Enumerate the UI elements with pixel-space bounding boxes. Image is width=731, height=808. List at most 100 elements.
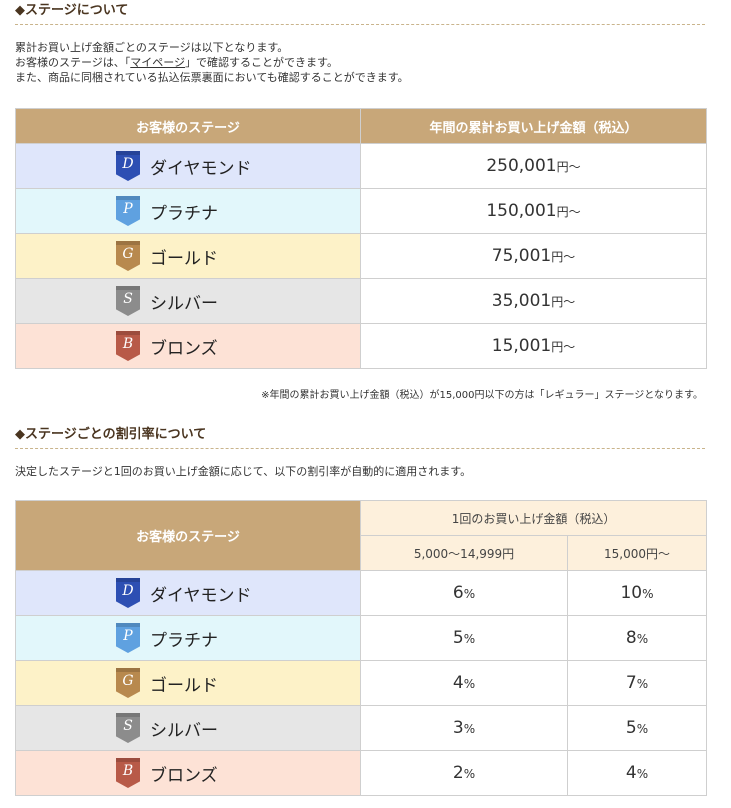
stage-cell-platinum: P プラチナ [15, 615, 361, 661]
amount-col-header: 年間の累計お買い上げ金額（税込） [360, 108, 707, 144]
percent-unit: % [642, 587, 654, 601]
percent-unit: % [463, 632, 476, 646]
percent-unit: % [463, 722, 476, 736]
table-row: B ブロンズ 2% 4% [15, 750, 708, 796]
stage-name: ゴールド [150, 675, 218, 696]
amount-cell: 75,001円～ [360, 233, 707, 279]
amount-unit: 円～ [551, 340, 576, 354]
amount-value: 75,001 [491, 246, 552, 266]
amount-group-header: 1回のお買い上げ金額（税込） [359, 500, 708, 536]
percent-unit: % [636, 677, 649, 691]
mypage-link[interactable]: マイページ [130, 56, 186, 69]
stage-name: ダイヤモンド [150, 585, 252, 606]
percent-unit: % [636, 767, 649, 781]
desc-line-2: お客様のステージは、「マイページ」で確認することができます。 [15, 55, 409, 70]
stage-name: プラチナ [150, 630, 218, 651]
percent-unit: % [463, 587, 476, 601]
percent-unit: % [636, 632, 649, 646]
stage-name: シルバー [150, 293, 218, 314]
amount-value: 250,001 [486, 156, 557, 176]
silver-badge-icon: S [116, 286, 140, 316]
stage-cell-diamond: D ダイヤモンド [15, 143, 361, 189]
percent-unit: % [636, 722, 649, 736]
table-row: G ゴールド 4% 7% [15, 660, 708, 706]
table-row: D ダイヤモンド 6% 10% [15, 570, 708, 616]
rate-cell: 10% [566, 570, 708, 616]
rate-cell: 2% [360, 750, 568, 796]
amount-value: 35,001 [491, 291, 552, 311]
rate-value: 2 [452, 763, 464, 783]
table-row: P プラチナ 5% 8% [15, 615, 708, 661]
rate-value: 6 [452, 583, 464, 603]
amount-unit: 円～ [556, 160, 581, 174]
stage-name: ゴールド [150, 248, 218, 269]
desc-line-1: 累計お買い上げ金額ごとのステージは以下となります。 [15, 41, 289, 54]
amount-range-1-header: 5,000～14,999円 [360, 535, 568, 571]
table-row: S シルバー 35,001円～ [15, 278, 707, 324]
section-title-discount: ◆ステージごとの割引率について [15, 426, 705, 449]
percent-unit: % [463, 767, 476, 781]
stage-name: シルバー [150, 720, 218, 741]
discount-description: 決定したステージと1回のお買い上げ金額に応じて、以下の割引率が自動的に適用されま… [15, 465, 472, 478]
table-row: G ゴールド 75,001円～ [15, 233, 707, 279]
gold-badge-icon: G [116, 241, 140, 271]
platinum-badge-icon: P [116, 623, 140, 653]
amount-unit: 円～ [556, 205, 581, 219]
rate-value: 8 [625, 628, 637, 648]
bronze-badge-icon: B [116, 331, 140, 361]
rate-cell: 7% [566, 660, 708, 706]
stage-col-header: お客様のステージ [15, 108, 361, 144]
stage-table: お客様のステージ 年間の累計お買い上げ金額（税込） D ダイヤモンド 250,00… [15, 108, 707, 369]
rate-value: 7 [625, 673, 637, 693]
desc-line-2-post: 」で確認することができます。 [185, 56, 338, 69]
rate-cell: 5% [360, 615, 568, 661]
stage-cell-silver: S シルバー [15, 278, 361, 324]
bronze-badge-icon: B [116, 758, 140, 788]
rate-cell: 6% [360, 570, 568, 616]
stage-name: ブロンズ [150, 765, 218, 786]
table-row: S シルバー 3% 5% [15, 705, 708, 751]
stage-cell-silver: S シルバー [15, 705, 361, 751]
stage-cell-platinum: P プラチナ [15, 188, 361, 234]
silver-badge-icon: S [116, 713, 140, 743]
percent-unit: % [463, 677, 476, 691]
table-row: B ブロンズ 15,001円～ [15, 323, 707, 369]
regular-stage-note: ※年間の累計お買い上げ金額（税込）が15,000円以下の方は「レギュラー」ステー… [261, 390, 703, 401]
stage-description: 累計お買い上げ金額ごとのステージは以下となります。 お客様のステージは、「マイペ… [15, 40, 409, 85]
stage-cell-bronze: B ブロンズ [15, 750, 361, 796]
rate-cell: 4% [566, 750, 708, 796]
discount-table: お客様のステージ 1回のお買い上げ金額（税込） 5,000～14,999円 15… [15, 500, 708, 796]
rate-value: 4 [452, 673, 464, 693]
rate-value: 4 [625, 763, 637, 783]
rate-value: 3 [452, 718, 464, 738]
amount-range-2-header: 15,000円～ [566, 535, 708, 571]
gold-badge-icon: G [116, 668, 140, 698]
rate-value: 10 [620, 583, 643, 603]
stage-col-header: お客様のステージ [15, 500, 361, 571]
amount-unit: 円～ [551, 250, 576, 264]
platinum-badge-icon: P [116, 196, 140, 226]
rate-value: 5 [452, 628, 464, 648]
desc-line-3: また、商品に同梱されている払込伝票裏面においても確認することができます。 [15, 71, 409, 84]
section-title-stage: ◆ステージについて [15, 2, 705, 25]
stage-cell-diamond: D ダイヤモンド [15, 570, 361, 616]
desc-line-2-pre: お客様のステージは、「 [15, 56, 131, 69]
stage-name: ダイヤモンド [150, 158, 252, 179]
amount-value: 150,001 [486, 201, 557, 221]
diamond-badge-icon: D [116, 151, 140, 181]
stage-name: プラチナ [150, 203, 218, 224]
rate-value: 5 [625, 718, 637, 738]
rate-cell: 3% [360, 705, 568, 751]
stage-cell-gold: G ゴールド [15, 233, 361, 279]
amount-unit: 円～ [551, 295, 576, 309]
stage-cell-gold: G ゴールド [15, 660, 361, 706]
table-row: P プラチナ 150,001円～ [15, 188, 707, 234]
amount-cell: 15,001円～ [360, 323, 707, 369]
amount-value: 15,001 [491, 336, 552, 356]
diamond-badge-icon: D [116, 578, 140, 608]
amount-cell: 250,001円～ [360, 143, 707, 189]
rate-cell: 4% [360, 660, 568, 706]
stage-cell-bronze: B ブロンズ [15, 323, 361, 369]
amount-cell: 35,001円～ [360, 278, 707, 324]
rate-cell: 5% [566, 705, 708, 751]
